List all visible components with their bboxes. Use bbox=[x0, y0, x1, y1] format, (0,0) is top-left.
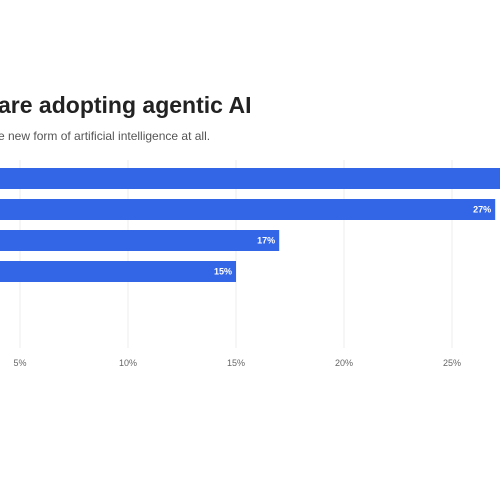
x-tick-label: 15% bbox=[227, 358, 245, 368]
chart-subtitle: e new form of artificial intelligence at… bbox=[0, 129, 211, 143]
bar bbox=[0, 261, 236, 282]
bar-data-label: 17% bbox=[257, 236, 275, 246]
chart-title: are adopting agentic AI bbox=[0, 92, 252, 118]
x-tick-label: 20% bbox=[335, 358, 353, 368]
bar-data-label: 15% bbox=[214, 267, 232, 277]
bar bbox=[0, 168, 500, 189]
bar bbox=[0, 199, 496, 220]
bar bbox=[0, 230, 280, 251]
x-tick-label: 25% bbox=[443, 358, 461, 368]
x-tick-label: 10% bbox=[119, 358, 137, 368]
bar-data-label: 27% bbox=[473, 205, 491, 215]
x-tick-label: 5% bbox=[13, 358, 26, 368]
